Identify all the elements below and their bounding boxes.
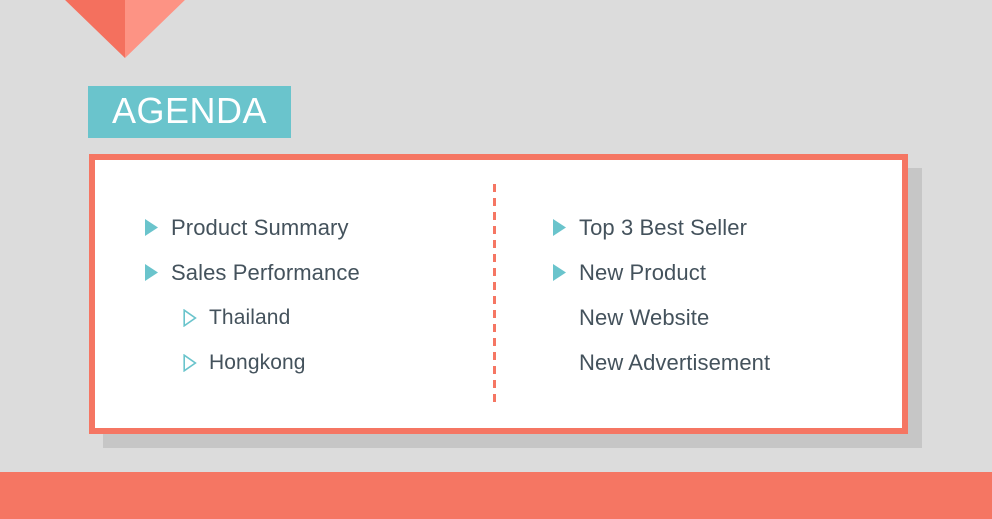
agenda-item-label: Sales Performance (171, 259, 360, 285)
agenda-item-label: Thailand (209, 306, 291, 329)
down-triangle-decoration (63, 0, 187, 58)
agenda-item-thailand[interactable]: Thailand (145, 295, 475, 340)
filled-triangle-icon (553, 219, 579, 236)
agenda-item-new-product[interactable]: New Product (553, 250, 893, 295)
page-title-chip: AGENDA (88, 86, 291, 138)
agenda-item-new-advertisement[interactable]: New Advertisement (553, 340, 893, 385)
agenda-item-label: Top 3 Best Seller (579, 214, 748, 240)
agenda-left-column: Product Summary Sales Performance Thaila… (145, 205, 475, 385)
agenda-item-sales-performance[interactable]: Sales Performance (145, 250, 475, 295)
agenda-item-label: Hongkong (209, 351, 306, 374)
agenda-card (89, 154, 908, 434)
agenda-item-hongkong[interactable]: Hongkong (145, 340, 475, 385)
bottom-accent-band (0, 472, 992, 519)
dashed-vertical-divider (493, 184, 496, 404)
agenda-item-top-3-best-seller[interactable]: Top 3 Best Seller (553, 205, 893, 250)
page-title: AGENDA (111, 90, 268, 131)
filled-triangle-icon (145, 264, 171, 281)
agenda-item-product-summary[interactable]: Product Summary (145, 205, 475, 250)
outline-triangle-icon (183, 308, 209, 327)
agenda-item-label: Product Summary (171, 214, 349, 240)
filled-triangle-icon (553, 264, 579, 281)
agenda-item-new-website[interactable]: New Website (553, 295, 893, 340)
agenda-item-label: New Advertisement (579, 349, 771, 375)
outline-triangle-icon (183, 353, 209, 372)
agenda-item-label: New Website (579, 304, 710, 330)
filled-triangle-icon (145, 219, 171, 236)
agenda-right-column: Top 3 Best Seller New Product New Websit… (553, 205, 893, 385)
agenda-item-label: New Product (579, 259, 707, 285)
